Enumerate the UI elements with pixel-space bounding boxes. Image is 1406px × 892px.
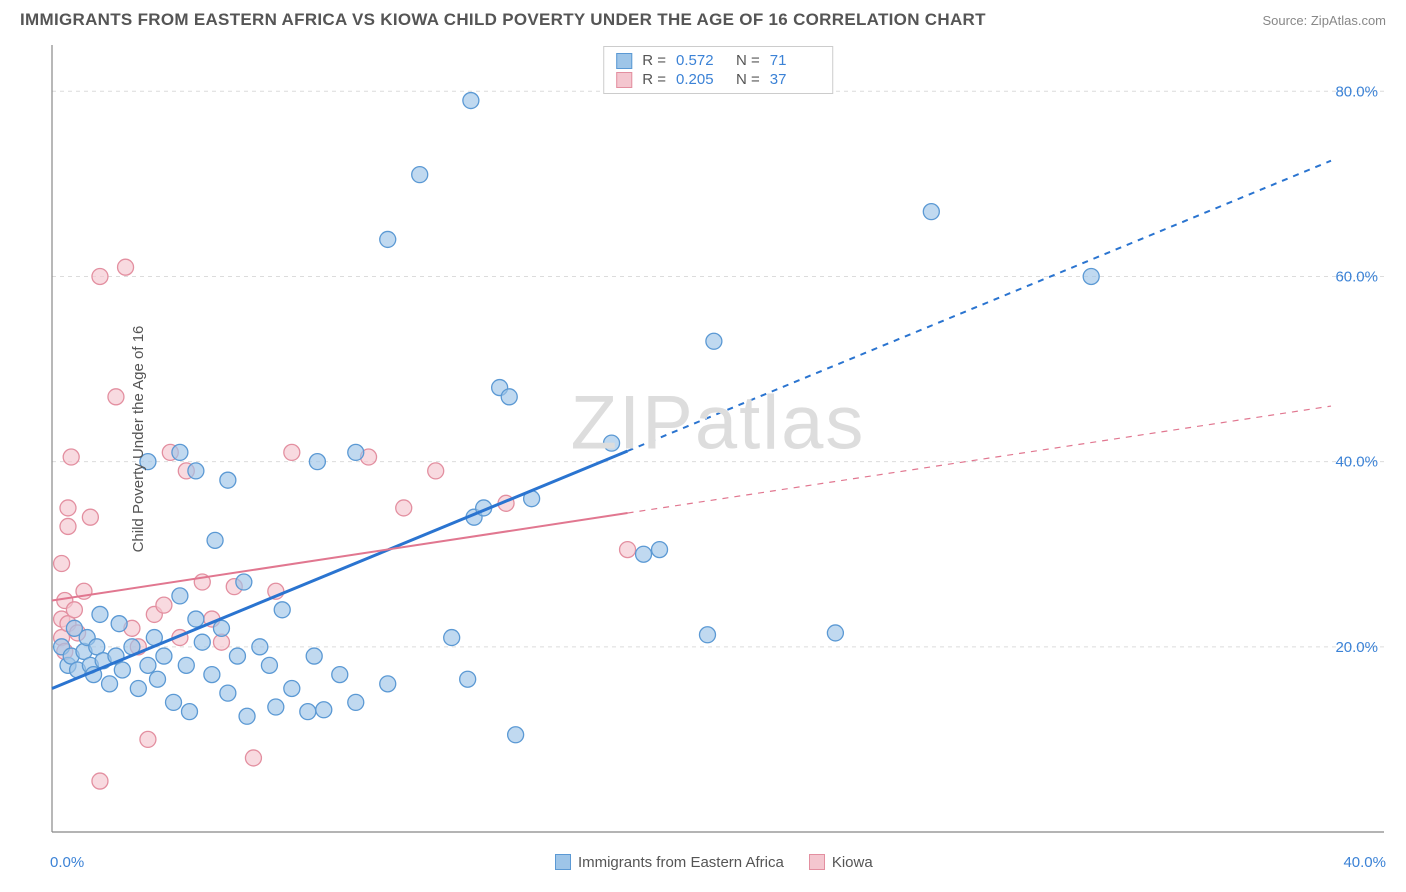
chart-area: Child Poverty Under the Age of 16 ZIPatl… <box>50 40 1386 837</box>
chart-title: IMMIGRANTS FROM EASTERN AFRICA VS KIOWA … <box>20 10 986 30</box>
legend-label: Kiowa <box>832 854 873 871</box>
legend-item: Immigrants from Eastern Africa <box>555 854 784 871</box>
legend-r-value: 0.205 <box>676 71 726 88</box>
series-legend: Immigrants from Eastern Africa Kiowa <box>555 854 873 871</box>
legend-n-label: N = <box>736 52 760 69</box>
svg-text:20.0%: 20.0% <box>1335 639 1378 656</box>
svg-text:60.0%: 60.0% <box>1335 268 1378 285</box>
stats-legend: R = 0.572 N = 71 R = 0.205 N = 37 <box>603 46 833 94</box>
legend-swatch <box>616 72 632 88</box>
legend-n-value: 71 <box>770 52 820 69</box>
x-tick-max: 40.0% <box>1343 854 1386 871</box>
source-label: Source: ZipAtlas.com <box>1262 13 1386 28</box>
legend-r-value: 0.572 <box>676 52 726 69</box>
scatter-plot: 20.0% 40.0% 60.0% 80.0% <box>50 40 1386 837</box>
legend-swatch <box>616 53 632 69</box>
x-tick-min: 0.0% <box>50 854 84 871</box>
y-axis-label: Child Poverty Under the Age of 16 <box>130 325 147 552</box>
svg-text:40.0%: 40.0% <box>1335 454 1378 471</box>
legend-item: Kiowa <box>809 854 873 871</box>
legend-n-value: 37 <box>770 71 820 88</box>
legend-swatch <box>809 854 825 870</box>
legend-swatch <box>555 854 571 870</box>
x-axis-footer: 0.0% Immigrants from Eastern Africa Kiowa… <box>50 842 1386 882</box>
svg-text:80.0%: 80.0% <box>1335 83 1378 100</box>
legend-label: Immigrants from Eastern Africa <box>578 854 784 871</box>
legend-r-label: R = <box>642 71 666 88</box>
legend-r-label: R = <box>642 52 666 69</box>
legend-n-label: N = <box>736 71 760 88</box>
